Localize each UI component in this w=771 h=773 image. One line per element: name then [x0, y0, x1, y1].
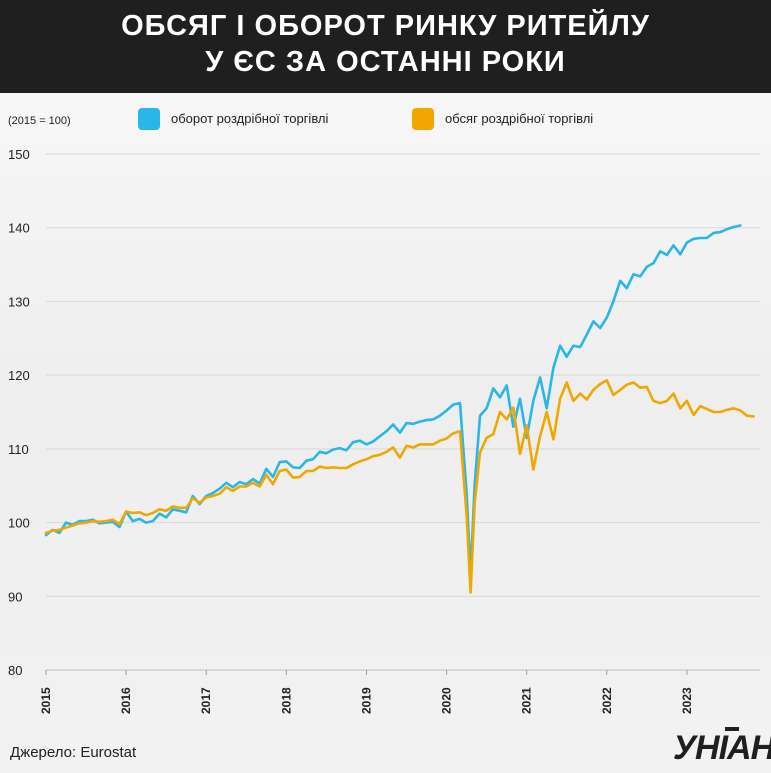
y-tick-label-130: 130: [8, 294, 30, 309]
legend-swatch-0: [138, 108, 160, 130]
x-tick-label-2019: 2019: [359, 687, 373, 714]
y-tick-label-100: 100: [8, 516, 30, 531]
y-tick-label-140: 140: [8, 221, 30, 236]
y-tick-label-120: 120: [8, 368, 30, 383]
x-tick-label-2016: 2016: [119, 687, 133, 714]
unian-logo: УНІАН: [673, 727, 771, 769]
x-tick-label-2022: 2022: [600, 687, 614, 714]
logo-mark-icon: [725, 727, 739, 731]
title-line-2: У ЄС ЗА ОСТАННІ РОКИ: [205, 46, 566, 78]
x-tick-label-2023: 2023: [680, 687, 694, 714]
legend-swatch-1: [412, 108, 434, 130]
title-line-1: ОБСЯГ І ОБОРОТ РИНКУ РИТЕЙЛУ: [121, 10, 650, 42]
page-title: ОБСЯГ І ОБОРОТ РИНКУ РИТЕЙЛУ У ЄС ЗА ОСТ…: [0, 0, 771, 80]
series-line-1: [44, 379, 755, 594]
x-tick-label-2020: 2020: [440, 687, 454, 714]
unit-note: (2015 = 100): [8, 115, 71, 127]
legend-label-0: оборот роздрібної торгівлі: [171, 111, 329, 126]
x-tick-label-2017: 2017: [199, 687, 213, 714]
x-tick-label-2015: 2015: [39, 687, 53, 714]
logo-text: УНІАН: [673, 729, 771, 767]
y-tick-label-150: 150: [8, 147, 30, 162]
y-tick-label-90: 90: [8, 589, 22, 604]
series-line-0: [44, 224, 742, 576]
y-tick-label-110: 110: [8, 442, 29, 457]
y-tick-label-80: 80: [8, 663, 22, 678]
header-banner: ОБСЯГ І ОБОРОТ РИНКУ РИТЕЙЛУ У ЄС ЗА ОСТ…: [0, 0, 771, 93]
source-note: Джерело: Eurostat: [10, 744, 137, 761]
x-tick-label-2018: 2018: [279, 687, 293, 714]
legend-label-1: обсяг роздрібної торгівлі: [445, 111, 593, 126]
x-tick-label-2021: 2021: [520, 687, 534, 714]
